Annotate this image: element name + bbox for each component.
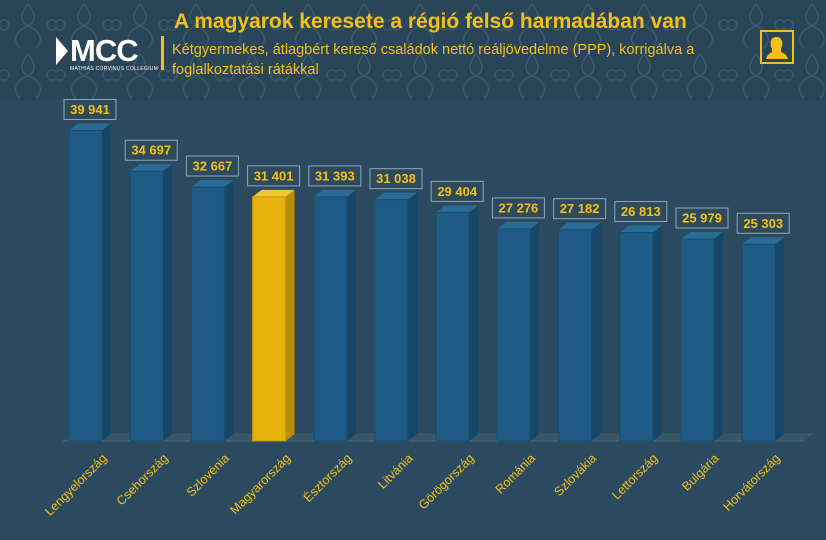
data-label: 29 404 bbox=[437, 184, 478, 199]
data-label: 34 697 bbox=[131, 143, 171, 158]
category-label: Lengyelország bbox=[42, 451, 109, 518]
bar bbox=[374, 199, 409, 442]
bar-top bbox=[191, 180, 234, 188]
ornament-pattern bbox=[0, 0, 826, 100]
bar-side bbox=[775, 237, 785, 441]
bar bbox=[558, 229, 593, 442]
data-label: 26 813 bbox=[621, 204, 661, 219]
category-label: Bulgária bbox=[679, 451, 721, 493]
page-subtitle: Kétgyermekes, átlagbért kereső családok … bbox=[172, 42, 695, 78]
bar-top bbox=[619, 225, 662, 233]
page-title: A magyarok keresete a régió felső harmad… bbox=[174, 10, 687, 33]
bar-top bbox=[69, 123, 111, 131]
category-label: Szlovákia bbox=[551, 451, 599, 499]
bar-top bbox=[252, 189, 295, 197]
category-label: Görögország bbox=[416, 451, 477, 512]
data-label: 31 038 bbox=[376, 171, 416, 186]
data-label-box bbox=[63, 98, 117, 120]
bar-side bbox=[163, 164, 173, 441]
data-label: 31 393 bbox=[315, 168, 355, 183]
bar-side bbox=[652, 225, 662, 441]
mcc-logo-icon bbox=[56, 37, 68, 65]
category-label: Magyarország bbox=[227, 451, 293, 517]
bar-side bbox=[408, 192, 417, 441]
data-label-box bbox=[553, 198, 607, 220]
bar bbox=[68, 129, 103, 442]
category-label: Észtország bbox=[300, 450, 354, 504]
bar-top bbox=[742, 237, 785, 245]
logo-text: MCC bbox=[70, 33, 139, 68]
data-label-box bbox=[369, 168, 423, 190]
category-label: Románia bbox=[493, 451, 538, 496]
bar-top bbox=[436, 205, 479, 213]
mcc-logo[interactable]: MCC MATHIAS CORVINUS COLLEGIUM bbox=[56, 33, 159, 74]
bar-side bbox=[530, 221, 540, 441]
data-label: 25 303 bbox=[743, 216, 783, 231]
bar-side bbox=[346, 189, 356, 441]
title-divider bbox=[161, 36, 164, 70]
category-label: Csehország bbox=[114, 451, 171, 508]
data-label: 25 979 bbox=[682, 211, 722, 226]
data-label-box bbox=[124, 139, 178, 161]
bar bbox=[435, 211, 470, 442]
data-label: 27 182 bbox=[560, 201, 600, 216]
bar-side bbox=[285, 189, 295, 441]
bar-top bbox=[313, 189, 356, 197]
data-label: 31 401 bbox=[254, 168, 294, 183]
header-banner bbox=[0, 0, 826, 100]
profile-silhouette-icon bbox=[760, 30, 794, 64]
bar bbox=[252, 196, 287, 442]
data-label-box bbox=[675, 207, 729, 229]
bar-side bbox=[102, 123, 111, 441]
bar-top bbox=[681, 232, 723, 240]
category-label: Szlovénia bbox=[184, 451, 232, 499]
bar-side bbox=[714, 232, 723, 441]
bar-top bbox=[558, 222, 601, 230]
bar-top bbox=[375, 192, 417, 200]
bar bbox=[741, 243, 776, 442]
category-label: Lettország bbox=[609, 451, 660, 502]
bar-side bbox=[591, 222, 601, 441]
data-label: 27 276 bbox=[499, 200, 539, 215]
data-label-box bbox=[247, 165, 301, 187]
data-label-box bbox=[185, 155, 239, 177]
category-label: Horvátország bbox=[720, 451, 782, 513]
bar-side bbox=[469, 205, 479, 441]
data-label: 39 941 bbox=[70, 102, 110, 117]
data-label-box bbox=[430, 180, 484, 202]
data-label-box bbox=[491, 197, 545, 219]
logo-subtext: MATHIAS CORVINUS COLLEGIUM bbox=[70, 66, 159, 72]
data-label-box bbox=[614, 201, 668, 223]
bar-side bbox=[224, 180, 234, 441]
data-label-box bbox=[736, 212, 790, 234]
bar bbox=[313, 196, 348, 442]
bar bbox=[190, 186, 225, 442]
bar bbox=[619, 232, 654, 442]
bar-top bbox=[497, 221, 540, 229]
bar bbox=[129, 170, 164, 442]
bar bbox=[496, 228, 531, 442]
data-label-box bbox=[308, 165, 362, 187]
data-label: 32 667 bbox=[193, 159, 233, 174]
bar-top bbox=[130, 164, 173, 172]
bar bbox=[680, 238, 715, 442]
category-label: Litvánia bbox=[375, 451, 415, 491]
